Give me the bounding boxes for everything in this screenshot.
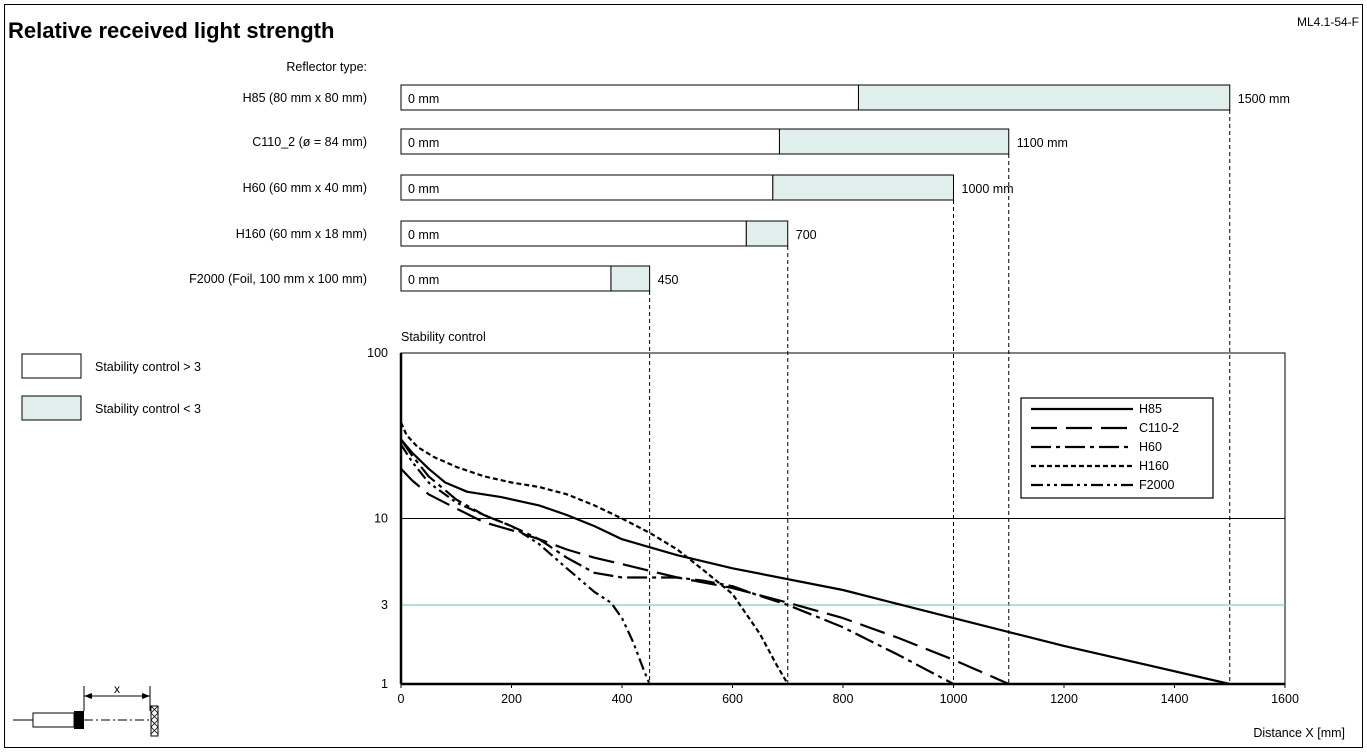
legend-swatch-stable <box>22 354 81 378</box>
x-tick-label: 1200 <box>1050 692 1078 706</box>
bar-start-label: 0 mm <box>408 273 439 287</box>
chart-title: Stability control <box>401 330 486 344</box>
reflector-label: H85 (80 mm x 80 mm) <box>243 91 367 105</box>
reflector-header: Reflector type: <box>286 60 367 74</box>
bar-end-label: 1500 mm <box>1238 92 1290 106</box>
reflector-label: H60 (60 mm x 40 mm) <box>243 181 367 195</box>
x-tick-label: 1400 <box>1161 692 1189 706</box>
x-axis-title: Distance X [mm] <box>1253 726 1345 740</box>
bar-stable-segment <box>401 221 746 246</box>
reflector-label: H160 (60 mm x 18 mm) <box>236 227 367 241</box>
x-tick-label: 800 <box>833 692 854 706</box>
bar-start-label: 0 mm <box>408 92 439 106</box>
legend-label-unstable: Stability control < 3 <box>95 402 201 416</box>
bar-stable-segment <box>401 129 779 154</box>
bar-unstable-segment <box>858 85 1229 110</box>
bar-stable-segment <box>401 85 858 110</box>
reflector-label: C110_2 (ø = 84 mm) <box>252 135 367 149</box>
series-line-h160 <box>401 423 788 685</box>
x-tick-label: 400 <box>612 692 633 706</box>
legend-swatch-unstable <box>22 396 81 420</box>
sensor-lens-icon <box>74 711 84 729</box>
bar-end-label: 700 <box>796 228 817 242</box>
reflector-label: F2000 (Foil, 100 mm x 100 mm) <box>189 272 367 286</box>
x-tick-label: 1000 <box>940 692 968 706</box>
bar-end-label: 1000 mm <box>962 182 1014 196</box>
y-tick-label: 10 <box>374 512 388 526</box>
sensor-schematic: x <box>13 682 158 736</box>
bar-unstable-segment <box>611 266 650 291</box>
y-tick-label: 1 <box>381 677 388 691</box>
y-tick-label: 3 <box>381 598 388 612</box>
x-tick-label: 200 <box>501 692 522 706</box>
legend-series-name: H60 <box>1139 440 1162 454</box>
legend-series-name: F2000 <box>1139 478 1174 492</box>
bar-end-label: 450 <box>658 273 679 287</box>
legend-series-name: H160 <box>1139 459 1169 473</box>
x-tick-label: 600 <box>722 692 743 706</box>
reflector-icon <box>151 706 158 736</box>
bar-start-label: 0 mm <box>408 136 439 150</box>
bar-start-label: 0 mm <box>408 228 439 242</box>
bar-unstable-segment <box>773 175 954 200</box>
range-bars: H85 (80 mm x 80 mm) 0 mm 1500 mm C110_2 (ø … <box>189 85 1290 291</box>
bar-start-label: 0 mm <box>408 182 439 196</box>
series-line-h60 <box>401 440 954 685</box>
y-tick-label: 100 <box>367 346 388 360</box>
sensor-body-icon <box>33 713 74 727</box>
legend-series-name: H85 <box>1139 402 1162 416</box>
bar-stable-segment <box>401 175 773 200</box>
bar-unstable-segment <box>746 221 787 246</box>
x-tick-label: 0 <box>398 692 405 706</box>
bar-unstable-segment <box>779 129 1008 154</box>
bar-end-label: 1100 mm <box>1017 136 1068 150</box>
legend-series-name: C110-2 <box>1139 421 1179 435</box>
series-legend: H85 C110-2 H60 H160 F2000 <box>1021 398 1213 498</box>
series-line-c110-2 <box>401 469 1009 684</box>
doc-code: ML4.1-54-F <box>1297 15 1359 29</box>
legend-label-stable: Stability control > 3 <box>95 360 201 374</box>
distance-x-label: x <box>114 682 120 696</box>
x-tick-label: 1600 <box>1271 692 1299 706</box>
series-line-f2000 <box>401 445 650 685</box>
page-title: Relative received light strength <box>8 18 334 43</box>
